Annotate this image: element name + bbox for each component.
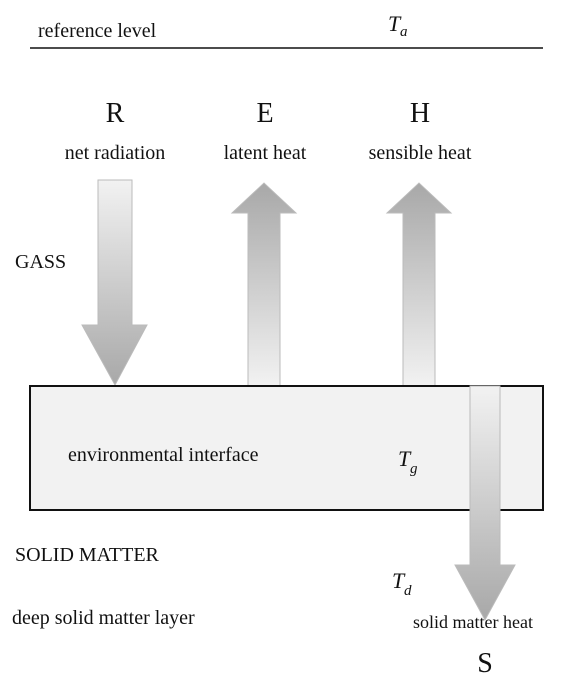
arrow-down <box>454 385 516 622</box>
flux-letter: E <box>256 98 273 129</box>
symbol: T <box>398 446 412 471</box>
subscript: a <box>400 24 408 40</box>
flux-letter: R <box>106 98 125 129</box>
flux-label: sensible heat <box>369 142 472 164</box>
flux-letter: H <box>410 98 430 129</box>
flux-label: net radiation <box>65 142 166 164</box>
flux-label: latent heat <box>224 142 307 164</box>
arrow-down <box>81 179 148 387</box>
solid-label: SOLID MATTER <box>15 544 160 566</box>
reference-label: reference level <box>38 20 157 42</box>
symbol: T <box>392 568 406 593</box>
symbol: T <box>388 11 402 36</box>
deep-label: deep solid matter layer <box>12 607 195 629</box>
interface-box <box>29 385 544 511</box>
flux-letter: S <box>477 648 493 675</box>
subscript: g <box>410 461 418 477</box>
subscript: d <box>404 583 412 599</box>
gas-label: GASS <box>15 251 66 273</box>
interface-label: environmental interface <box>68 444 259 466</box>
flux-label: solid matter heat <box>413 612 533 632</box>
arrow-up <box>385 182 453 387</box>
arrow-up <box>230 182 298 387</box>
